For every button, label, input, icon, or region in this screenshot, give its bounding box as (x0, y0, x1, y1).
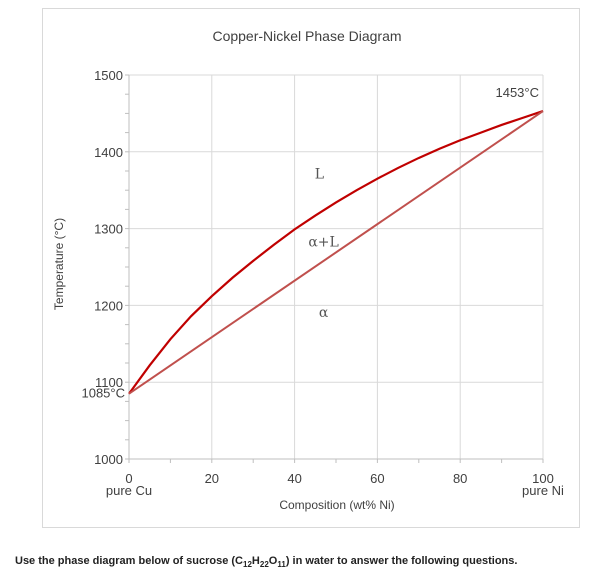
phase-region-label: L (315, 167, 324, 183)
question-sub-h: 22 (259, 560, 269, 570)
question-o: O (268, 555, 278, 567)
phase-region-label: α+L (308, 234, 338, 250)
question-prefix: Use the phase diagram below of sucrose (… (15, 555, 244, 567)
x-tick-label: 100 (532, 471, 554, 486)
series-layer (128, 110, 544, 395)
grid-layer (129, 74, 544, 459)
x-tick-label: 40 (287, 471, 301, 486)
x-tick-label: 80 (453, 471, 467, 486)
y-tick-label: 1100 (95, 375, 123, 390)
axis-layer (125, 74, 544, 463)
liquidus-line (128, 110, 544, 395)
chart-title: Copper-Nickel Phase Diagram (212, 28, 401, 44)
y-axis-label: Temperature (°C) (52, 218, 66, 310)
cu-melting-point-label: 1085°C (81, 386, 125, 401)
question-h: H (251, 555, 260, 567)
y-tick-label: 1300 (94, 222, 123, 237)
phase-diagram-chart: Copper-Nickel Phase Diagram 100011001200… (52, 28, 564, 512)
x-tick-label: 60 (370, 471, 384, 486)
annotation-layer: 1453°C 1085°C Lα+L α (81, 85, 539, 401)
question-sub-c: 12 (243, 560, 252, 570)
x-axis-label: Composition (wt% Ni) (279, 498, 394, 512)
x-tick-label: 20 (205, 471, 219, 486)
chart-frame: Copper-Nickel Phase Diagram 1000 1100 1200… (42, 8, 580, 528)
y-tick-label: 1000 (94, 452, 123, 467)
x-tick-sublabel: pure Cu (106, 483, 152, 498)
x-tick-label: 0 (125, 471, 132, 486)
y-tick-label: 1500 (94, 68, 123, 83)
y-tick-label: 1200 (94, 298, 123, 313)
solidus-line (128, 110, 544, 395)
question-suffix: ) in water to answer the following quest… (285, 555, 518, 567)
question-text: Use the phase diagram below of sucrose (… (15, 555, 517, 569)
phase-region-label: α (319, 305, 329, 321)
ni-melting-point-label: 1453°C (495, 85, 539, 100)
question-sub-o: 11 (277, 560, 286, 570)
x-tick-sublabel: pure Ni (522, 483, 564, 498)
y-tick-label: 1400 (94, 145, 123, 160)
